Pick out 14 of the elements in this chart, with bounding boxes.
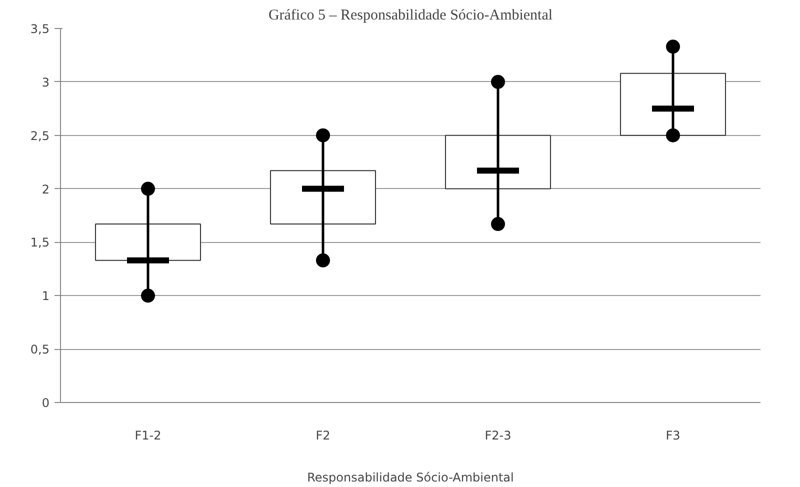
x-axis-title: Responsabilidade Sócio-Ambiental	[307, 470, 514, 484]
y-tick-label: 1,5	[30, 236, 50, 250]
y-tick-label: 0,5	[30, 342, 50, 357]
x-tick-label: F1-2	[134, 428, 162, 442]
chart-title: Gráfico 5 – Responsabilidade Sócio-Ambiental	[268, 8, 553, 24]
y-tick-label: 1	[42, 289, 50, 304]
y-tick-label: 3	[42, 75, 50, 90]
x-tick-label: F2	[316, 428, 330, 442]
x-tick-label: F3	[666, 428, 680, 442]
y-tick-label: 0	[42, 396, 50, 410]
y-tick-label: 2,5	[30, 128, 50, 143]
y-tick-label: 3,5	[30, 22, 50, 36]
y-tick-label: 2	[42, 182, 50, 196]
x-tick-label: F2-3	[484, 428, 512, 442]
